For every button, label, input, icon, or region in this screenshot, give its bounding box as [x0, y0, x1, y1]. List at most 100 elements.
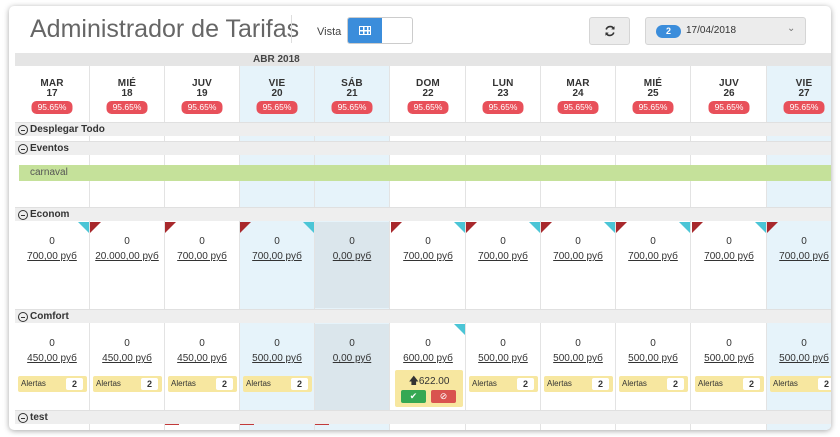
comfort-price[interactable]: 0,00 руб [332, 353, 372, 364]
section-test[interactable]: test [15, 410, 831, 424]
comfort-availability: 0 [801, 338, 807, 349]
occupancy-badge: 95.65% [708, 101, 750, 114]
alerts-count: 2 [743, 378, 760, 390]
restriction-flag [767, 222, 778, 233]
comfort-availability: 0 [650, 338, 656, 349]
alerts-chip[interactable]: Alertas 2 [243, 376, 312, 392]
collapse-icon [18, 312, 28, 322]
modified-flag [454, 222, 465, 233]
comfort-price[interactable]: 500,00 руб [779, 353, 829, 364]
comfort-price[interactable]: 500,00 руб [252, 353, 302, 364]
accept-rate-button[interactable]: ✔ [401, 390, 426, 403]
modified-flag [755, 222, 766, 233]
alerts-chip[interactable]: Alertas 2 [770, 376, 831, 392]
events-label: Eventos [30, 143, 69, 154]
econom-price[interactable]: 700,00 руб [177, 251, 227, 262]
econom-price[interactable]: 700,00 руб [704, 251, 754, 262]
closed-day-shade [315, 222, 389, 308]
modified-flag [604, 222, 615, 233]
expand-all-label: Desplegar Todo [30, 124, 105, 135]
reject-rate-button[interactable]: ⊘ [431, 390, 456, 403]
alerts-label: Alertas [622, 379, 647, 388]
econom-price[interactable]: 700,00 руб [252, 251, 302, 262]
grid-icon [359, 26, 371, 35]
comfort-price[interactable]: 500,00 руб [553, 353, 603, 364]
comfort-price[interactable]: 450,00 руб [27, 353, 77, 364]
restriction-flag [240, 222, 251, 233]
comfort-availability: 0 [124, 338, 130, 349]
econom-price[interactable]: 700,00 руб [553, 251, 603, 262]
section-events[interactable]: Eventos [15, 141, 831, 155]
econom-label: Econom [30, 209, 70, 220]
alerts-count: 2 [818, 378, 831, 390]
day-name: JUV [191, 78, 213, 89]
day-name: MAR [40, 78, 64, 89]
check-icon: ✔ [409, 391, 418, 401]
event-carnaval[interactable]: carnaval [19, 165, 831, 181]
alerts-count: 2 [141, 378, 158, 390]
modified-flag [78, 222, 89, 233]
expand-all-row[interactable]: Desplegar Todo [15, 122, 831, 136]
alerts-count: 2 [216, 378, 233, 390]
econom-availability: 0 [801, 236, 807, 247]
day-number: 18 [121, 88, 133, 99]
day-name: JUV [718, 78, 740, 89]
econom-price[interactable]: 700,00 руб [478, 251, 528, 262]
alerts-chip[interactable]: Alertas 2 [544, 376, 613, 392]
econom-price[interactable]: 700,00 руб [403, 251, 453, 262]
day-column: JUV 19 95.65% 0 700,00 руб 0 450,00 руб Alertas… [165, 66, 240, 430]
alerts-chip[interactable]: Alertas 2 [695, 376, 764, 392]
collapse-icon [18, 210, 28, 220]
day-number: 22 [422, 88, 434, 99]
refresh-icon [604, 25, 615, 37]
day-column: VIE 27 95.65% 0 700,00 руб 0 500,00 руб Alertas… [767, 66, 831, 430]
comfort-price[interactable]: 500,00 руб [478, 353, 528, 364]
section-econom[interactable]: Econom [15, 207, 831, 221]
occupancy-badge: 95.65% [557, 101, 599, 114]
alerts-label: Alertas [547, 379, 572, 388]
comfort-price[interactable]: 500,00 руб [628, 353, 678, 364]
econom-availability: 0 [274, 236, 280, 247]
alerts-chip[interactable]: Alertas 2 [619, 376, 688, 392]
day-column: JUV 26 95.65% 0 700,00 руб 0 500,00 руб Alertas… [692, 66, 767, 430]
econom-price[interactable]: 700,00 руб [628, 251, 678, 262]
econom-price[interactable]: 700,00 руб [779, 251, 829, 262]
econom-price[interactable]: 700,00 руб [27, 251, 77, 262]
occupancy-badge: 95.65% [331, 101, 373, 114]
comfort-price[interactable]: 450,00 руб [177, 353, 227, 364]
comfort-availability: 0 [500, 338, 506, 349]
alerts-chip[interactable]: Alertas 2 [168, 376, 237, 392]
header: Administrador de Tarifas Vista 2 17/04/2… [9, 6, 831, 52]
alerts-label: Alertas [698, 379, 723, 388]
refresh-button[interactable] [589, 17, 630, 45]
comfort-label: Comfort [30, 311, 69, 322]
view-toggle[interactable] [347, 17, 413, 44]
day-number: 27 [798, 88, 810, 99]
section-comfort[interactable]: Comfort [15, 309, 831, 323]
ban-icon: ⊘ [439, 391, 448, 401]
occupancy-badge: 95.65% [181, 101, 223, 114]
day-number: 25 [647, 88, 659, 99]
econom-price[interactable]: 0,00 руб [332, 251, 372, 262]
day-number: 24 [572, 88, 584, 99]
day-number: 21 [346, 88, 358, 99]
pending-rate-box: 🡅622.00 ✔ ⊘ [395, 370, 463, 407]
date-dropdown[interactable]: 2 17/04/2018 ⌄ [645, 17, 806, 45]
alerts-chip[interactable]: Alertas 2 [469, 376, 538, 392]
alerts-chip[interactable]: Alertas 2 [18, 376, 87, 392]
alerts-chip[interactable]: Alertas 2 [93, 376, 162, 392]
pending-rate: 🡅622.00 [395, 374, 463, 391]
econom-price[interactable]: 20.000,00 руб [95, 251, 159, 262]
econom-availability: 0 [726, 236, 732, 247]
day-number: 20 [271, 88, 283, 99]
comfort-price[interactable]: 500,00 руб [704, 353, 754, 364]
closed-day-shade [315, 324, 389, 410]
grid-view-button[interactable] [348, 18, 382, 43]
header-divider [291, 15, 292, 43]
day-name: VIE [795, 78, 813, 89]
comfort-availability: 0 [274, 338, 280, 349]
comfort-price[interactable]: 600,00 руб [403, 353, 453, 364]
comfort-price[interactable]: 450,00 руб [102, 353, 152, 364]
day-column: SÁB 21 95.65% 0 0,00 руб 0 0,00 руб [315, 66, 390, 430]
alerts-label: Alertas [472, 379, 497, 388]
